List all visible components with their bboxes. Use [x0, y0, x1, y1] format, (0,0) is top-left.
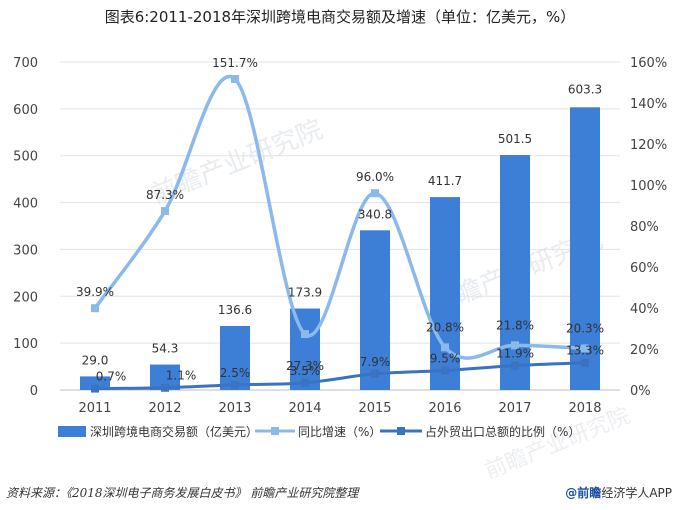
growth-marker: [301, 330, 309, 339]
share-value-label: 0.7%: [96, 370, 127, 384]
x-tick-label: 2018: [568, 401, 601, 416]
share-marker: [161, 383, 169, 392]
legend-label-share: 占外贸出口总额的比例（%）: [425, 424, 580, 439]
growth-marker: [231, 75, 239, 84]
y-tick-right: 80%: [630, 220, 659, 235]
brand-text: 经济学人APP: [601, 486, 672, 500]
x-tick-label: 2015: [358, 401, 391, 416]
share-marker: [301, 378, 309, 387]
growth-value-label: 21.8%: [496, 318, 534, 332]
x-tick-label: 2012: [148, 401, 181, 416]
x-tick-label: 2017: [498, 401, 531, 416]
share-value-label: 9.5%: [430, 352, 461, 366]
y-tick-left: 600: [13, 103, 38, 118]
growth-marker: [581, 344, 589, 353]
y-tick-left: 400: [13, 197, 38, 212]
share-marker: [511, 361, 519, 370]
bar-value-label: 136.6: [218, 303, 252, 317]
y-tick-right: 0%: [630, 384, 651, 399]
bar: [500, 155, 530, 390]
y-tick-right: 40%: [630, 302, 659, 317]
y-tick-right: 140%: [630, 97, 667, 112]
bar: [570, 107, 600, 391]
bar-value-label: 29.0: [82, 353, 109, 367]
growth-value-label: 151.7%: [212, 56, 258, 70]
legend-label-growth: 同比增速（%）: [298, 425, 381, 439]
share-value-label: 7.9%: [360, 355, 391, 369]
share-marker: [231, 380, 239, 389]
bar: [220, 325, 250, 390]
growth-value-label: 20.3%: [566, 321, 604, 335]
growth-value-label: 27.3%: [286, 359, 324, 373]
legend-label-bar: 深圳跨境电商交易额（亿美元）: [90, 424, 258, 439]
x-tick-label: 2013: [218, 401, 251, 416]
y-tick-right: 60%: [630, 261, 659, 276]
share-marker: [441, 366, 449, 375]
y-tick-right: 100%: [630, 179, 667, 194]
bar-value-label: 54.3: [152, 342, 179, 356]
y-tick-left: 300: [13, 243, 38, 258]
growth-value-label: 20.8%: [426, 320, 464, 334]
chart-title: 图表6:2011-2018年深圳跨境电商交易额及增速（单位：亿美元，%）: [104, 8, 576, 26]
brand-logo: @前瞻: [565, 486, 602, 500]
bar-value-label: 340.8: [358, 207, 392, 221]
share-value-label: 13.3%: [566, 344, 604, 358]
growth-value-label: 87.3%: [146, 188, 184, 202]
bar: [360, 230, 390, 390]
bar: [80, 376, 110, 390]
legend-swatch-bar: [58, 426, 86, 437]
brand-credit: @前瞻经济学人APP: [565, 484, 672, 501]
growth-marker: [511, 341, 519, 350]
share-value-label: 3.5%: [290, 364, 321, 378]
share-marker: [581, 358, 589, 367]
y-tick-left: 0: [30, 384, 38, 399]
share-marker: [91, 384, 99, 393]
bar-value-label: 411.7: [428, 174, 462, 188]
bar: [430, 197, 460, 390]
share-value-label: 1.1%: [166, 369, 197, 383]
legend-swatch-growth-marker: [271, 427, 279, 435]
y-tick-left: 100: [13, 337, 38, 352]
share-value-label: 2.5%: [220, 366, 251, 380]
y-tick-left: 200: [13, 290, 38, 305]
bar-value-label: 603.3: [568, 82, 602, 96]
y-tick-right: 120%: [630, 138, 667, 153]
y-tick-left: 500: [13, 150, 38, 165]
growth-value-label: 96.0%: [356, 170, 394, 184]
y-tick-left: 700: [13, 56, 38, 71]
share-marker: [371, 369, 379, 378]
x-tick-label: 2011: [78, 401, 111, 416]
bar: [290, 308, 320, 390]
x-tick-label: 2016: [428, 401, 461, 416]
share-line: [94, 361, 586, 391]
bar-value-label: 501.5: [498, 132, 532, 146]
share-value-label: 11.9%: [496, 347, 534, 361]
bar-value-label: 173.9: [288, 286, 322, 300]
legend-swatch-share-marker: [397, 427, 405, 435]
y-tick-right: 20%: [630, 343, 659, 358]
y-tick-right: 160%: [630, 56, 667, 71]
source-note: 资料来源：《2018深圳电子商务发展白皮书》 前瞻产业研究院整理: [6, 486, 359, 500]
growth-marker: [371, 189, 379, 198]
growth-marker: [161, 207, 169, 216]
growth-line: [93, 74, 586, 360]
growth-marker: [91, 304, 99, 313]
x-tick-label: 2014: [288, 401, 321, 416]
growth-marker: [441, 343, 449, 352]
growth-value-label: 39.9%: [76, 285, 114, 299]
